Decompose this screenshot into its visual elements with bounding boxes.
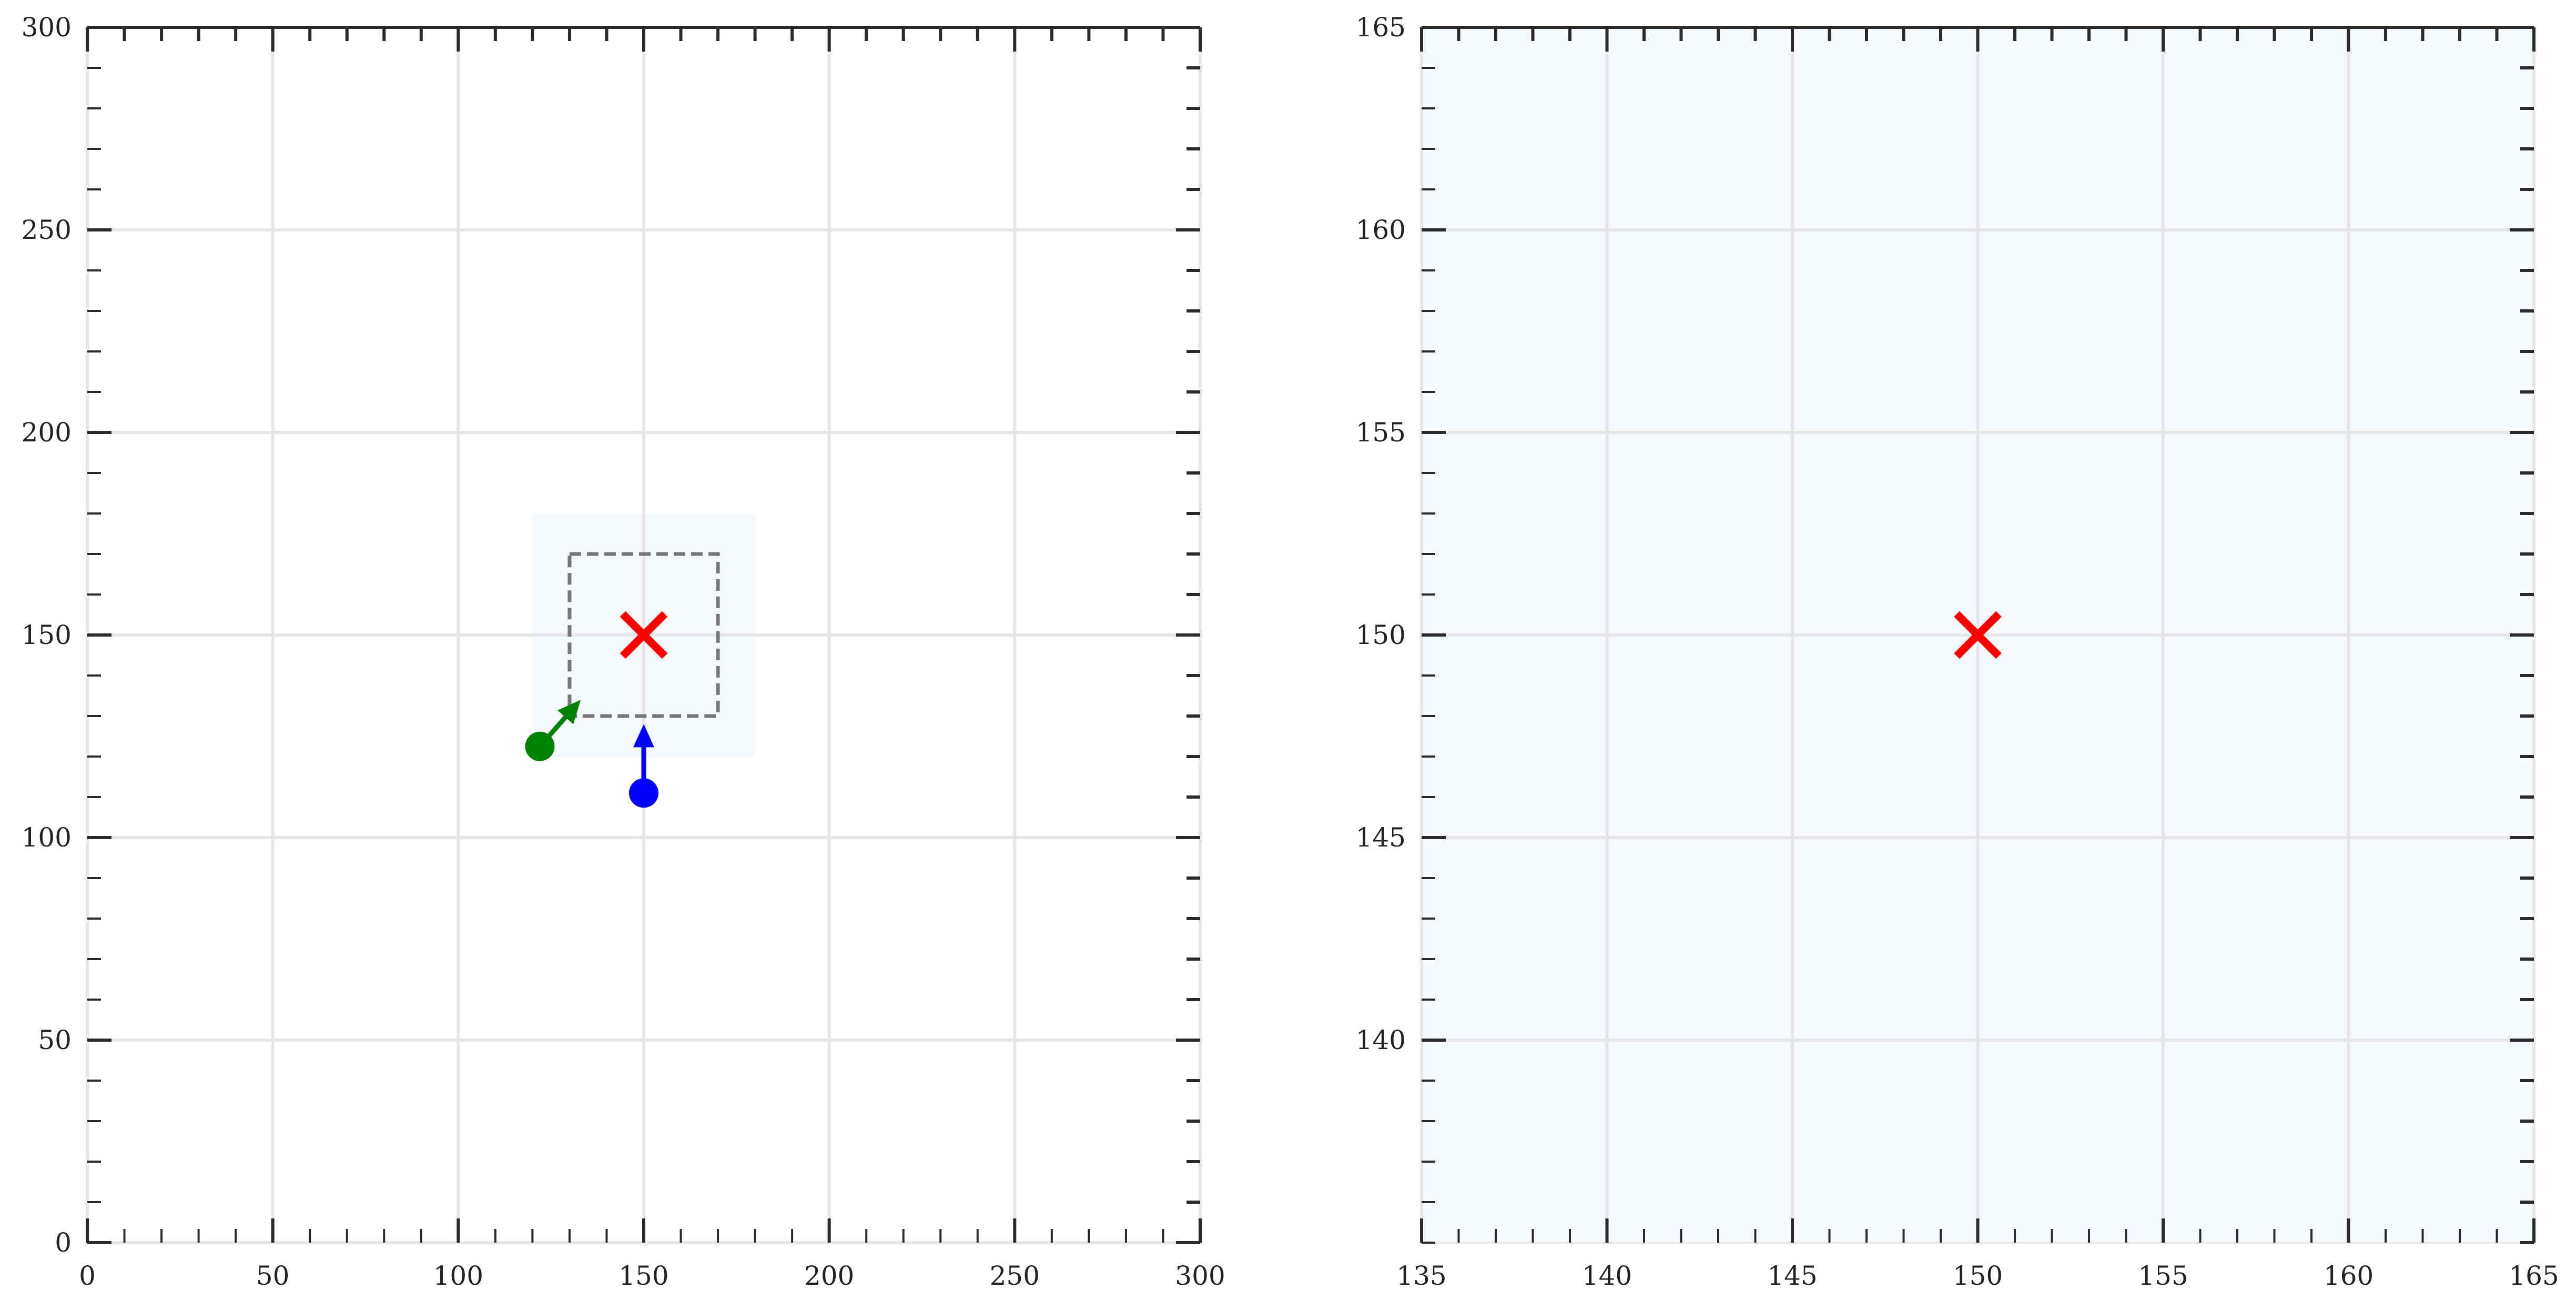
x-tick-label: 150 bbox=[618, 1261, 668, 1291]
y-tick-label: 0 bbox=[55, 1227, 72, 1258]
right-panel-marks-layer bbox=[1954, 611, 2002, 659]
point-arrow-head-0 bbox=[557, 700, 581, 724]
x-tick-label: 200 bbox=[804, 1261, 854, 1291]
y-tick-label: 300 bbox=[22, 12, 72, 43]
x-tick-label: 165 bbox=[2509, 1261, 2559, 1291]
y-tick-label: 165 bbox=[1356, 12, 1406, 43]
y-tick-label: 140 bbox=[1356, 1025, 1406, 1055]
left-panel-marks-layer bbox=[525, 552, 720, 808]
x-tick-label: 145 bbox=[1767, 1261, 1817, 1291]
y-tick-label: 250 bbox=[22, 215, 72, 245]
x-tick-label: 0 bbox=[79, 1261, 96, 1291]
target-marker-stroke-b bbox=[1954, 611, 2002, 659]
x-tick-label: 50 bbox=[256, 1261, 290, 1291]
x-tick-label: 250 bbox=[990, 1261, 1040, 1291]
y-tick-label: 100 bbox=[22, 822, 72, 853]
y-tick-label: 150 bbox=[1356, 620, 1406, 650]
y-tick-label: 145 bbox=[1356, 822, 1406, 853]
target-marker-stroke-b bbox=[620, 611, 668, 659]
left-panel-axes-layer: 0 50 100 150 200 250 300 0 50 100 150 200 250 300 bbox=[22, 12, 1225, 1291]
y-tick-label: 160 bbox=[1356, 215, 1406, 245]
x-tick-label: 155 bbox=[2138, 1261, 2188, 1291]
data-point-1 bbox=[629, 778, 658, 808]
x-tick-label: 140 bbox=[1582, 1261, 1632, 1291]
y-tick-label: 155 bbox=[1356, 417, 1406, 448]
x-tick-label: 300 bbox=[1175, 1261, 1225, 1291]
point-arrow-head-1 bbox=[633, 724, 654, 748]
x-tick-label: 160 bbox=[2324, 1261, 2374, 1291]
dashed-box bbox=[567, 552, 720, 718]
right-panel: 135 140 145 150 155 160 165 140 145 150 155 160 165 bbox=[1356, 12, 2559, 1291]
y-tick-label: 200 bbox=[22, 417, 72, 448]
x-tick-label: 100 bbox=[433, 1261, 483, 1291]
y-tick-label: 50 bbox=[38, 1025, 72, 1055]
right-panel-axes-layer: 135 140 145 150 155 160 165 140 145 150 155 160 165 bbox=[1356, 12, 2559, 1291]
x-tick-label: 135 bbox=[1396, 1261, 1446, 1291]
left-panel: 0 50 100 150 200 250 300 0 50 100 150 200 250 300 bbox=[22, 12, 1225, 1291]
x-tick-label: 150 bbox=[1953, 1261, 2003, 1291]
y-tick-label: 150 bbox=[22, 620, 72, 650]
data-point-0 bbox=[525, 731, 555, 761]
